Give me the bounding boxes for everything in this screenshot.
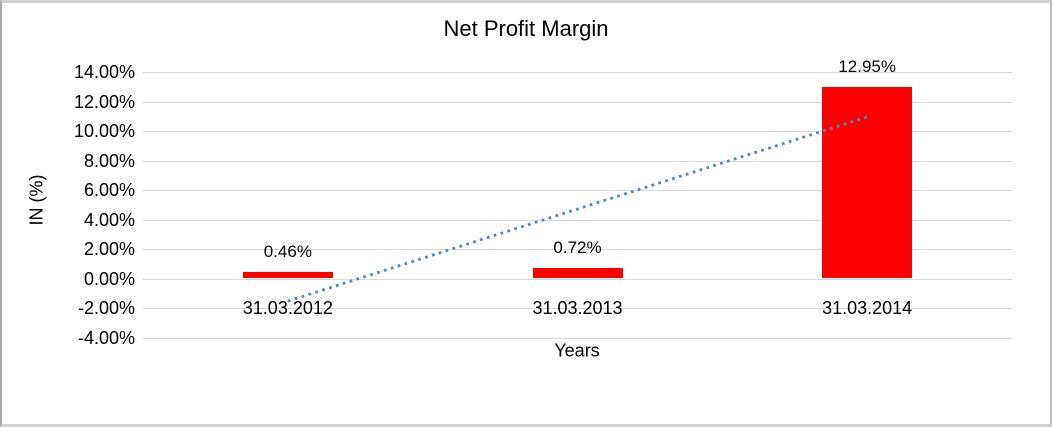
y-axis-title: IN (%) [26, 174, 47, 226]
chart-title: Net Profit Margin [443, 16, 609, 41]
y-axis-tick-label: -4.00% [77, 327, 135, 348]
gridline [143, 101, 1012, 103]
y-axis-tick-label: 2.00% [83, 239, 135, 259]
bar [242, 271, 333, 279]
y-axis-tick-label: 8.00% [83, 150, 135, 171]
bar-data-label: 0.46% [263, 241, 312, 261]
bar [822, 87, 913, 279]
gridline [143, 278, 1012, 280]
y-axis-tick-label: 12.00% [73, 91, 135, 112]
x-category-label: 31.03.2013 [532, 298, 623, 318]
y-axis-tick-label: 6.00% [83, 180, 135, 200]
y-axis-tick-label: 4.00% [83, 209, 135, 230]
gridline [143, 72, 1012, 73]
y-axis-tick-label: -2.00% [77, 298, 135, 318]
y-axis-tick-label: 10.00% [73, 121, 135, 141]
bar-data-label: 0.72% [553, 237, 602, 257]
gridline [143, 308, 1012, 309]
y-axis-tick-label: 0.00% [83, 268, 135, 289]
x-category-label: 31.03.2014 [822, 298, 913, 318]
y-axis-tick-label: 14.00% [73, 62, 135, 82]
gridline [143, 337, 1012, 339]
bar [532, 267, 623, 279]
bar-data-label: 12.95% [838, 57, 896, 77]
x-category-label: 31.03.2012 [242, 298, 333, 318]
x-axis-title: Years [554, 340, 600, 361]
